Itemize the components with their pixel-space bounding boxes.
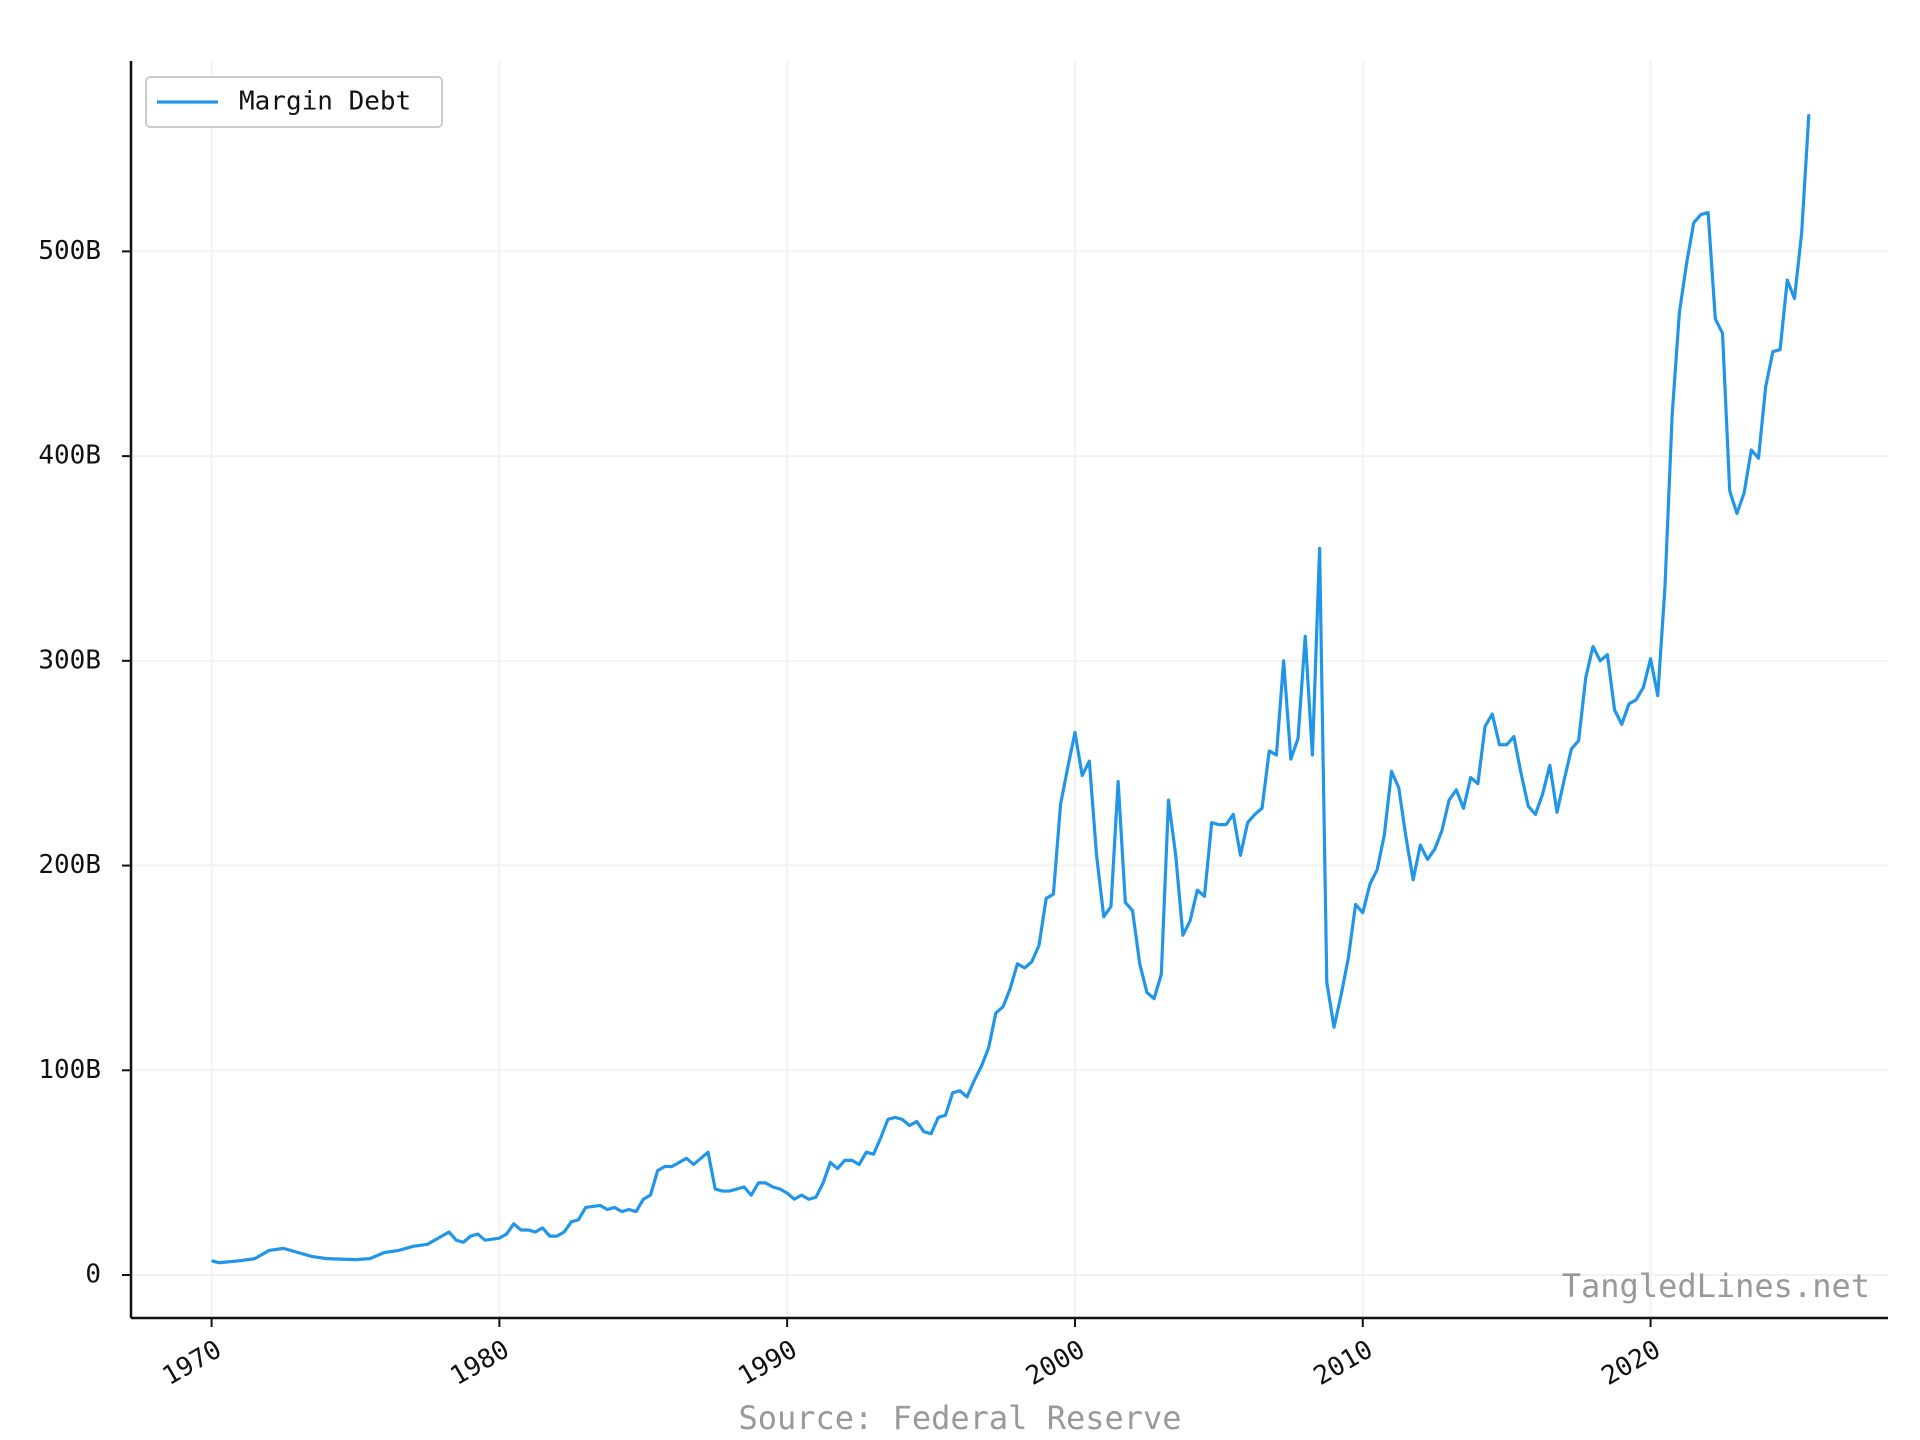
x-tick-label: 1970: [158, 1335, 227, 1392]
x-tick-label: 1990: [733, 1335, 802, 1392]
y-tick-label: 200B: [38, 850, 101, 880]
y-tick-label: 500B: [38, 236, 101, 266]
x-tick-label: 1980: [445, 1335, 514, 1392]
watermark: TangledLines.net: [1562, 1267, 1870, 1305]
y-tick-label: 0: [85, 1260, 101, 1290]
source-note: Source: Federal Reserve: [738, 1399, 1181, 1437]
plot: [211, 114, 1811, 1265]
x-tick-label: 2020: [1597, 1335, 1666, 1392]
y-tick-label: 400B: [38, 441, 101, 471]
y-tick-label: 300B: [38, 645, 101, 675]
x-tick-label: 2000: [1021, 1335, 1090, 1392]
data-line: [211, 114, 1811, 1265]
y-tick-label: 100B: [38, 1055, 101, 1085]
x-tick-label: 2010: [1309, 1335, 1378, 1392]
grid: [131, 61, 1888, 1318]
legend-box: [145, 76, 443, 128]
legend-label: Margin Debt: [239, 87, 411, 117]
